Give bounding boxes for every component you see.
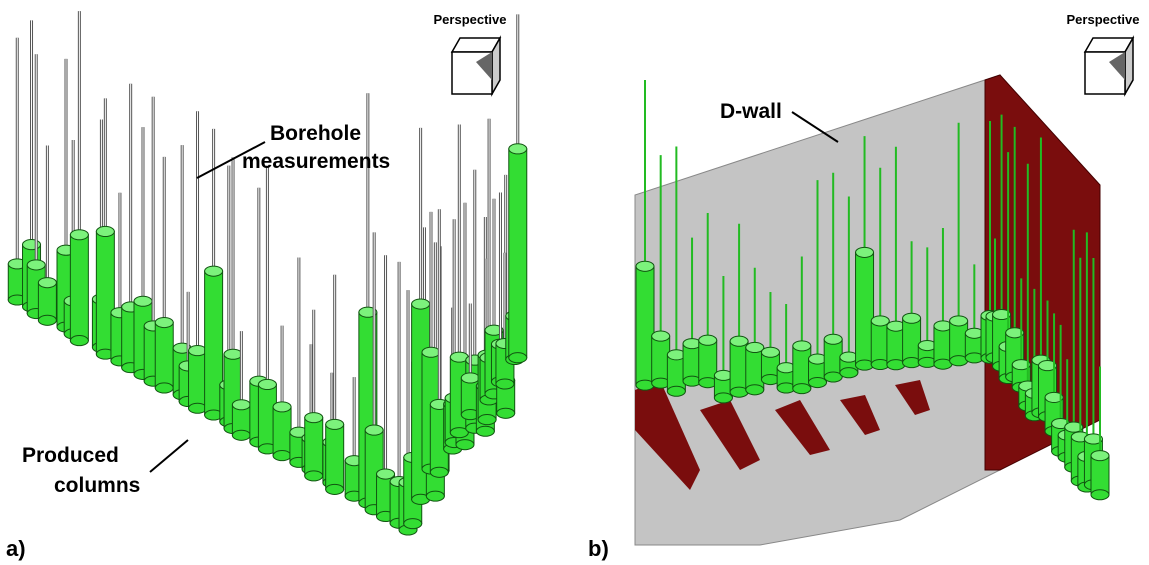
column-top <box>903 313 921 323</box>
column-top <box>305 413 323 423</box>
column <box>155 323 173 388</box>
column-top <box>232 400 250 410</box>
column-base <box>478 415 496 425</box>
column-top <box>365 425 383 435</box>
column-top <box>205 266 223 276</box>
column-top <box>652 331 670 341</box>
column-top <box>761 347 779 357</box>
column <box>70 235 88 341</box>
column-base <box>476 426 494 436</box>
column-base <box>509 353 527 363</box>
column-top <box>793 341 811 351</box>
column-top <box>326 419 344 429</box>
column <box>189 351 207 409</box>
panel-label: a) <box>6 536 26 561</box>
annotation: measurements <box>242 150 390 173</box>
column-base <box>667 386 685 396</box>
column-base <box>326 484 344 494</box>
column-base <box>430 467 448 477</box>
column <box>326 424 344 489</box>
column-top <box>134 296 152 306</box>
leader-line <box>150 440 188 472</box>
column-top <box>38 278 56 288</box>
column-top <box>509 144 527 154</box>
column <box>509 149 527 358</box>
column-base <box>496 379 514 389</box>
column-base <box>426 491 444 501</box>
column-top <box>155 317 173 327</box>
column-top <box>224 349 242 359</box>
column-top <box>377 469 395 479</box>
column-top <box>856 247 874 257</box>
column-base <box>1091 490 1109 500</box>
column-top <box>1091 451 1109 461</box>
column <box>273 407 291 456</box>
view-cubes: Perspective Perspective <box>434 12 1140 94</box>
column-base <box>840 368 858 378</box>
column-top <box>636 261 654 271</box>
annotation: columns <box>54 474 140 497</box>
view-cube-label: Perspective <box>1067 12 1140 27</box>
column <box>38 283 56 321</box>
column-top <box>422 347 440 357</box>
column-base <box>38 315 56 325</box>
column-top <box>871 316 889 326</box>
column-top <box>258 379 276 389</box>
column-base <box>305 471 323 481</box>
panel-b <box>635 75 1109 545</box>
column-top <box>412 299 430 309</box>
column-base <box>273 451 291 461</box>
column-top <box>23 240 41 250</box>
annotation: D-wall <box>720 100 782 123</box>
column-top <box>27 260 45 270</box>
column-base <box>456 440 474 450</box>
column-base <box>189 403 207 413</box>
column-base <box>809 377 827 387</box>
column-base <box>746 385 764 395</box>
column <box>305 418 323 476</box>
column-top <box>70 230 88 240</box>
column-top <box>461 373 479 383</box>
column-base <box>497 408 515 418</box>
column-base <box>404 519 422 529</box>
column-top <box>189 346 207 356</box>
column-base <box>793 384 811 394</box>
annotation: Borehole <box>270 122 361 145</box>
column-top <box>824 334 842 344</box>
column-top <box>730 336 748 346</box>
column-top <box>96 226 114 236</box>
column-base <box>232 430 250 440</box>
panel-label: b) <box>588 536 609 561</box>
column-top <box>273 402 291 412</box>
column-base <box>70 336 88 346</box>
column-top <box>746 342 764 352</box>
column-top <box>699 335 717 345</box>
view-cube-label: Perspective <box>434 12 507 27</box>
figure: Perspective Perspective Borehole measurem… <box>0 0 1149 565</box>
annotation: Produced <box>22 444 119 467</box>
column-top <box>950 316 968 326</box>
column <box>1091 456 1109 495</box>
column-base <box>155 383 173 393</box>
column-base <box>714 393 732 403</box>
